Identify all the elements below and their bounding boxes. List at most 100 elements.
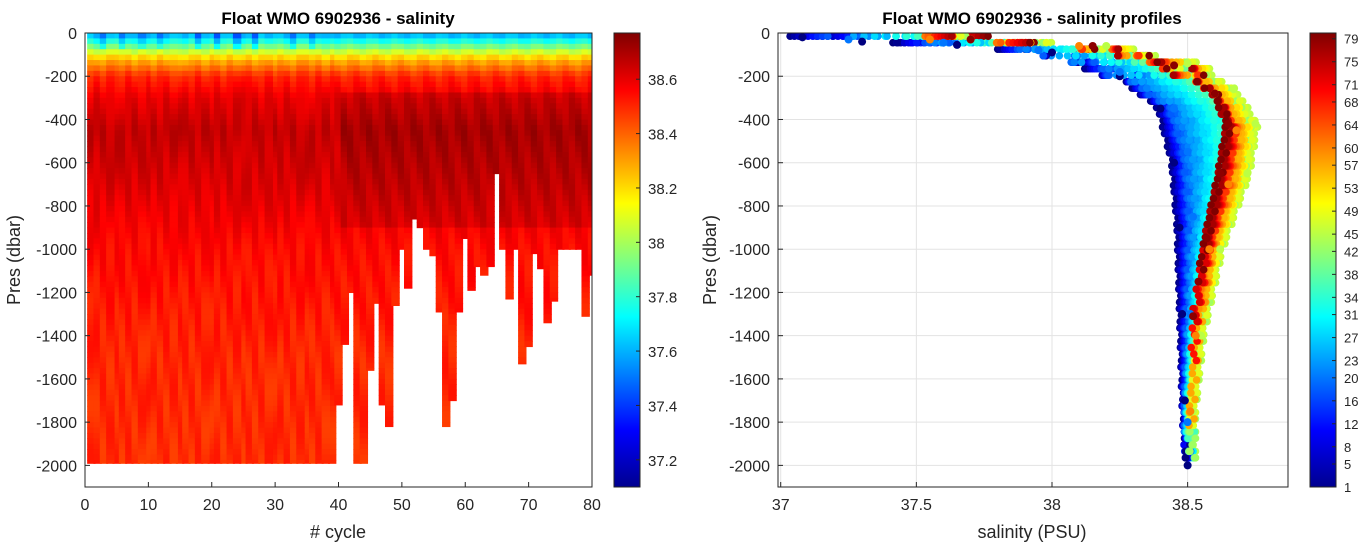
heatmap-cell xyxy=(245,65,254,72)
heatmap-cell xyxy=(537,70,546,77)
heatmap-cell xyxy=(334,232,343,239)
heatmap-cell xyxy=(486,119,495,126)
heatmap-cell xyxy=(131,189,140,196)
heatmap-cell xyxy=(530,76,540,83)
heatmap-cell xyxy=(327,135,337,142)
heatmap-cell xyxy=(410,211,419,218)
heatmap-cell xyxy=(220,195,229,202)
heatmap-cell xyxy=(423,178,432,185)
heatmap-cell xyxy=(188,135,197,142)
heatmap-cell xyxy=(416,178,426,185)
heatmap-cell xyxy=(137,373,147,380)
heatmap-cell xyxy=(125,216,134,223)
heatmap-cell xyxy=(251,178,261,185)
heatmap-cell xyxy=(251,297,261,304)
heatmap-cell xyxy=(518,195,527,202)
heatmap-cell xyxy=(404,108,413,115)
heatmap-cell xyxy=(283,65,292,72)
heatmap-cell xyxy=(378,270,388,277)
heatmap-cell xyxy=(213,422,223,429)
heatmap-cell xyxy=(359,292,369,299)
heatmap-cell xyxy=(346,92,356,99)
heatmap-cell xyxy=(518,141,527,148)
heatmap-cell xyxy=(175,373,185,380)
heatmap-cell xyxy=(175,200,185,207)
heatmap-cell xyxy=(194,227,204,234)
heatmap-cell xyxy=(258,81,267,88)
heatmap-cell xyxy=(87,124,96,131)
heatmap-cell xyxy=(245,162,254,169)
heatmap-cell xyxy=(188,92,197,99)
heatmap-cell xyxy=(87,108,96,115)
heatmap-cell xyxy=(296,141,305,148)
heatmap-cell xyxy=(93,81,102,88)
heatmap-cell xyxy=(562,76,571,83)
heatmap-cell xyxy=(175,276,185,283)
heatmap-cell xyxy=(106,303,115,310)
heatmap-cell xyxy=(188,384,197,391)
heatmap-cell xyxy=(397,43,407,50)
heatmap-cell xyxy=(163,43,172,50)
heatmap-cell xyxy=(429,108,438,115)
heatmap-cell xyxy=(372,108,381,115)
heatmap-cell xyxy=(492,124,502,131)
heatmap-cell xyxy=(137,54,147,61)
heatmap-cell xyxy=(346,76,356,83)
heatmap-cell xyxy=(131,432,140,439)
heatmap-cell xyxy=(93,319,102,326)
heatmap-cell xyxy=(518,216,527,223)
heatmap-cell xyxy=(568,211,578,218)
heatmap-cell xyxy=(372,205,381,212)
heatmap-cell xyxy=(302,97,312,104)
heatmap-cell xyxy=(201,405,210,412)
heatmap-cell xyxy=(581,38,590,45)
heatmap-cell xyxy=(359,319,369,326)
heatmap-cell xyxy=(106,443,115,450)
heatmap-cell xyxy=(587,260,592,267)
heatmap-cell xyxy=(99,454,109,461)
heatmap-cell xyxy=(334,281,343,288)
heatmap-cell xyxy=(385,92,394,99)
heatmap-cell xyxy=(99,146,109,153)
heatmap-cell xyxy=(118,97,128,104)
heatmap-cell xyxy=(226,157,235,164)
heatmap-cell xyxy=(175,114,185,121)
heatmap-cell xyxy=(549,60,559,67)
heatmap-cell xyxy=(131,38,140,45)
heatmap-cell xyxy=(302,130,312,137)
heatmap-cell xyxy=(277,411,286,418)
heatmap-cell xyxy=(118,146,128,153)
heatmap-cell xyxy=(467,216,476,223)
heatmap-cell xyxy=(346,249,356,256)
heatmap-cell xyxy=(118,70,128,77)
heatmap-cell xyxy=(423,92,432,99)
heatmap-cell xyxy=(112,254,121,261)
heatmap-cell xyxy=(182,33,191,40)
heatmap-cell xyxy=(448,216,457,223)
heatmap-cell xyxy=(232,184,242,191)
heatmap-cell xyxy=(251,292,261,299)
heatmap-cell xyxy=(283,330,292,337)
heatmap-cell xyxy=(587,232,592,239)
heatmap-cell xyxy=(327,384,337,391)
heatmap-cell xyxy=(125,114,134,121)
heatmap-cell xyxy=(461,200,470,207)
heatmap-cell xyxy=(194,108,204,115)
heatmap-cell xyxy=(562,189,571,196)
heatmap-cell xyxy=(334,357,343,364)
heatmap-cell xyxy=(289,146,299,153)
heatmap-cell xyxy=(137,33,147,40)
heatmap-cell xyxy=(385,238,394,245)
heatmap-cell xyxy=(397,60,407,67)
heatmap-cell xyxy=(302,135,312,142)
heatmap-cell xyxy=(486,151,495,158)
heatmap-cell xyxy=(194,378,204,385)
heatmap-cell xyxy=(302,92,312,99)
heatmap-cell xyxy=(207,346,216,353)
heatmap-cell xyxy=(163,341,172,348)
heatmap-cell xyxy=(296,281,305,288)
heatmap-column xyxy=(182,33,191,464)
heatmap-cell xyxy=(226,346,235,353)
heatmap-cell xyxy=(137,308,147,315)
heatmap-cell xyxy=(473,103,483,110)
